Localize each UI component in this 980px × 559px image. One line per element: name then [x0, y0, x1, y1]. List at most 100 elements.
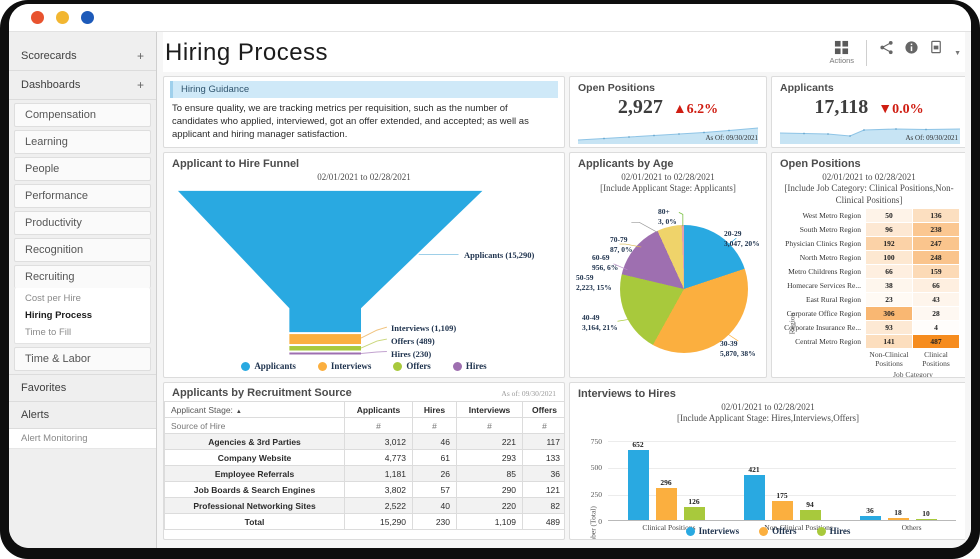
legend-item-hires[interactable]: Hires — [816, 526, 850, 536]
heat-cell[interactable]: 28 — [913, 307, 959, 320]
sidebar-section-favorites[interactable]: Favorites — [9, 374, 156, 402]
bar-interviews-others[interactable]: 36 — [859, 506, 881, 520]
sidebar-item-productivity[interactable]: Productivity — [14, 211, 151, 235]
bar-interviews-non-clinical[interactable]: 421 — [743, 465, 765, 520]
export-pdf-icon[interactable] — [929, 40, 944, 55]
legend-item-interviews[interactable]: Interviews — [317, 361, 371, 371]
column-header-applicants[interactable]: Applicants — [344, 401, 413, 418]
legend-item-offers[interactable]: Offers — [393, 361, 431, 371]
sidebar-item-time-and-labor[interactable]: Time & Labor — [14, 347, 151, 371]
heat-cell[interactable]: 66 — [866, 265, 912, 278]
heat-cell[interactable]: 247 — [913, 237, 959, 250]
sidebar-label: Scorecards — [21, 50, 77, 62]
sidebar-section-alerts[interactable]: Alerts — [9, 402, 156, 429]
export-dropdown-caret[interactable]: ▼ — [954, 49, 961, 57]
sidebar-item-time-to-fill[interactable]: Time to Fill — [25, 327, 72, 338]
heat-cell[interactable]: 141 — [866, 335, 912, 348]
funnel-stage-hires[interactable] — [289, 352, 362, 355]
heat-cell[interactable]: 487 — [913, 335, 959, 348]
column-header-offers[interactable]: Offers — [522, 401, 564, 418]
legend-item-interviews[interactable]: Interviews — [685, 526, 739, 536]
heat-cell[interactable]: 96 — [866, 223, 912, 236]
table-row[interactable]: Agencies & 3rd Parties 3,012 46 221 117 — [164, 433, 564, 450]
legend-item-applicants[interactable]: Applicants — [241, 361, 296, 371]
region-label: Central Metro Region — [795, 337, 861, 346]
region-label: Metro Childrens Region — [788, 267, 861, 276]
sidebar-section-dashboards[interactable]: Dashboards + — [9, 71, 156, 100]
heat-cell[interactable]: 93 — [866, 321, 912, 334]
heat-cell[interactable]: 192 — [866, 237, 912, 250]
table-total-row: Total 15,290 230 1,109 489 — [164, 513, 564, 530]
category-label: Others — [901, 523, 922, 532]
sidebar-section-scorecards[interactable]: Scorecards + — [9, 42, 156, 71]
column-header-interviews[interactable]: Interviews — [456, 401, 523, 418]
bar-offers-non-clinical[interactable]: 175 — [771, 491, 793, 520]
sidebar-item-compensation[interactable]: Compensation — [14, 103, 151, 127]
panel-kpi-open-positions[interactable]: Open Positions 2,927 ▲6.2% As Of: 09/30/… — [569, 76, 767, 148]
funnel-stage-interviews[interactable] — [289, 334, 362, 345]
heat-cell[interactable]: 23 — [866, 293, 912, 306]
bar-hires-clinical[interactable]: 126 — [683, 497, 705, 520]
heat-cell[interactable]: 38 — [866, 279, 912, 292]
funnel-stage-applicants[interactable] — [177, 190, 483, 333]
sidebar-item-learning[interactable]: Learning — [14, 130, 151, 154]
actions-button[interactable]: Actions — [829, 40, 854, 65]
heat-cell[interactable]: 238 — [913, 223, 959, 236]
kpi-as-of: As Of: 09/30/2021 — [905, 134, 959, 142]
heat-cell[interactable]: 4 — [934, 323, 938, 332]
sidebar-item-performance[interactable]: Performance — [14, 184, 151, 208]
panel-funnel: Applicant to Hire Funnel 02/01/2021 to 0… — [163, 152, 565, 378]
heat-cell[interactable]: 248 — [913, 251, 959, 264]
sort-ascending-icon[interactable]: ▲ — [235, 408, 242, 415]
bar-hires-non-clinical[interactable]: 94 — [799, 500, 821, 520]
row-header-source-of-hire: Source of Hire — [164, 417, 345, 434]
bar-chart-categories: Clinical Positions Non-Clinical Position… — [608, 523, 956, 532]
sidebar-item-hiring-process[interactable]: Hiring Process — [25, 310, 93, 321]
heat-cell[interactable]: 50 — [866, 209, 912, 222]
bar-hires-others[interactable]: 10 — [915, 509, 937, 520]
age-chart-title: Applicants by Age — [578, 158, 674, 170]
table-row[interactable]: Professional Networking Sites 2,522 40 220 8… — [164, 497, 564, 514]
plus-icon[interactable]: + — [136, 49, 144, 63]
kpi-value: 2,927 — [617, 96, 663, 118]
heat-cell[interactable]: 100 — [866, 251, 912, 264]
table-row[interactable]: Company Website 4,773 61 293 133 — [164, 449, 564, 466]
kpi-delta-up: ▲6.2% — [672, 102, 719, 117]
heat-cell[interactable]: 159 — [913, 265, 959, 278]
main-content: Hiring Process Actions ▼ Hiring Guidance… — [157, 32, 971, 548]
kpi-title: Open Positions — [578, 82, 656, 94]
table-row[interactable]: Employee Referrals 1,181 26 85 36 — [164, 465, 564, 482]
bar-offers-clinical[interactable]: 296 — [655, 478, 677, 520]
sidebar-item-alert-monitoring[interactable]: Alert Monitoring — [9, 429, 156, 449]
funnel-legend: Applicants Interviews Offers Hires — [164, 361, 564, 371]
table-title: Applicants by Recruitment Source — [172, 387, 352, 399]
sidebar-item-recruiting[interactable]: Recruiting — [14, 265, 151, 288]
sidebar-item-people[interactable]: People — [14, 157, 151, 181]
funnel-stage-offers[interactable] — [289, 346, 362, 351]
table-row[interactable]: Job Boards & Search Engines 3,802 57 290 121 — [164, 481, 564, 498]
window-close-button[interactable] — [31, 11, 44, 24]
pie-label-80plus: 80+ 3, 0% — [658, 207, 677, 226]
sidebar-item-recognition[interactable]: Recognition — [14, 238, 151, 262]
share-icon[interactable] — [879, 40, 894, 55]
heat-cell[interactable]: 43 — [913, 293, 959, 306]
window-minimize-button[interactable] — [56, 11, 69, 24]
legend-item-hires[interactable]: Hires — [452, 361, 487, 371]
panel-open-positions-heatmap: Open Positions 02/01/2021 to 02/28/2021[… — [771, 152, 965, 378]
panel-kpi-applicants[interactable]: Applicants 17,118 ▼0.0% As Of: 09/30/202… — [771, 76, 965, 148]
plus-icon[interactable]: + — [136, 78, 144, 92]
kpi-delta-down: ▼0.0% — [878, 102, 924, 117]
bar-interviews-clinical[interactable]: 652 — [627, 440, 649, 520]
bar-chart-legend: Interviews Offers Hires — [570, 526, 965, 536]
column-header-hires[interactable]: Hires — [412, 401, 457, 418]
legend-item-offers[interactable]: Offers — [759, 526, 797, 536]
window-maximize-button[interactable] — [81, 11, 94, 24]
heatmap-title: Open Positions — [780, 158, 861, 170]
heat-cell[interactable]: 66 — [913, 279, 959, 292]
info-icon[interactable] — [904, 40, 919, 55]
bar-offers-others[interactable]: 18 — [887, 508, 909, 520]
heat-cell[interactable]: 306 — [866, 307, 912, 320]
column-header-applicant-stage[interactable]: Applicant Stage: ▲ — [164, 401, 345, 418]
heat-cell[interactable]: 136 — [913, 209, 959, 222]
sidebar-item-cost-per-hire[interactable]: Cost per Hire — [25, 293, 81, 304]
